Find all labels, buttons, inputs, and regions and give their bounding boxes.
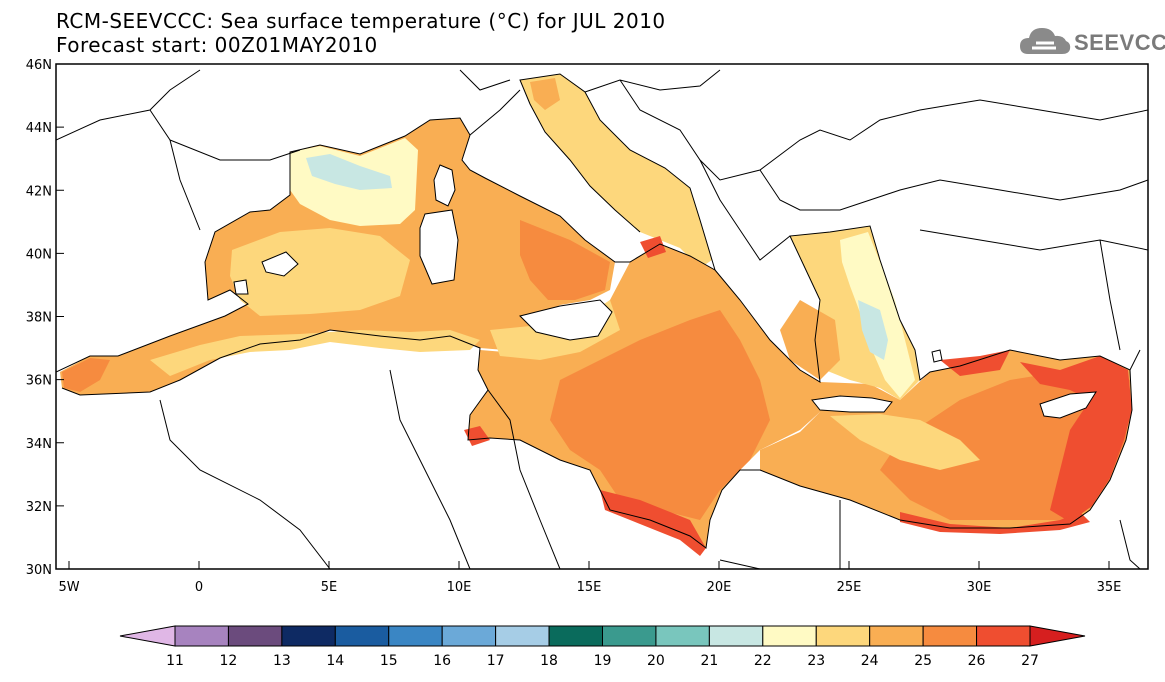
colorbar-level-label: 21: [700, 653, 718, 669]
lat-label: 46N: [26, 58, 52, 73]
colorbar-segment: [388, 625, 443, 647]
colorbar-segment: [762, 625, 817, 647]
cloud-icon: [1020, 28, 1071, 54]
colorbar-segment: [227, 625, 283, 647]
lon-label: 30E: [967, 580, 992, 595]
alboran-warm: [62, 358, 110, 392]
colorbar-segment: [922, 625, 978, 647]
lat-label: 36N: [26, 374, 52, 389]
colorbar-level-label: 15: [380, 653, 398, 669]
lat-label: 40N: [26, 247, 52, 262]
forecast-subtitle: Forecast start: 00Z01MAY2010: [56, 33, 378, 57]
lat-label: 34N: [26, 437, 52, 452]
island-cyprus: [1039, 391, 1097, 419]
islands: [233, 164, 1097, 419]
lon-label: 15E: [577, 580, 602, 595]
crete-south-24: [830, 414, 980, 470]
island-mallorca: [261, 251, 299, 277]
colorbar-segment: [708, 625, 764, 647]
colorbar-segment: [119, 625, 176, 647]
ionian-26: [550, 310, 770, 520]
island-sardinia: [419, 209, 459, 285]
colorbar-segment: [869, 625, 924, 647]
egypt-coast-27: [900, 512, 1090, 534]
colorbar-segment: [174, 625, 229, 647]
colorbar: 11 12 13 14 15 16 17 18 19 20 21 22 23 24 25 26 27: [119, 625, 1086, 669]
colorbar-level-label: 22: [754, 653, 772, 669]
colorbar-level-label: 27: [1021, 653, 1039, 669]
lon-label: 5E: [321, 580, 338, 595]
lon-label: 35E: [1097, 580, 1122, 595]
island-sicily: [519, 299, 613, 341]
logo-text: SEEVCCC: [1074, 30, 1165, 55]
lat-label: 42N: [26, 184, 52, 199]
colorbar-level-label: 14: [326, 653, 344, 669]
aegean-south-25: [780, 300, 840, 380]
colorbar-level-label: 17: [487, 653, 505, 669]
colorbar-segment: [1029, 625, 1086, 647]
colorbar-segment: [281, 625, 336, 647]
map-frame: [55, 63, 1149, 570]
colorbar-level-label: 19: [594, 653, 612, 669]
lat-label: 32N: [26, 500, 52, 515]
colorbar-segment: [655, 625, 710, 647]
colorbar-segment: [602, 625, 657, 647]
colorbar-level-label: 16: [433, 653, 451, 669]
sst-map: 46N 44N 42N 40N 38N 36N 34N 32N 30N 5W 0 5E 10E 15E 20…: [26, 58, 1149, 595]
colorbar-segment: [441, 625, 497, 647]
levantine-27: [1020, 356, 1132, 522]
lon-label: 25E: [837, 580, 862, 595]
tyrrhenian-warm: [520, 220, 610, 300]
colorbar-level-label: 18: [540, 653, 558, 669]
rhodes-27: [940, 350, 1010, 376]
seevccc-logo: SEEVCCC: [1018, 24, 1165, 60]
lon-label: 10E: [447, 580, 472, 595]
colorbar-segment: [815, 625, 871, 647]
lon-label: 0: [195, 580, 203, 595]
axis-ticks: [56, 64, 1110, 569]
balearic-24: [230, 228, 410, 316]
colorbar-level-label: 11: [166, 653, 184, 669]
lat-label: 30N: [26, 563, 52, 578]
adriatic-north-25: [530, 78, 560, 110]
gulf-of-lion-22: [306, 154, 392, 190]
colorbar-segment: [334, 625, 390, 647]
island-crete: [811, 395, 893, 413]
chart-title: RCM-SEEVCCC: Sea surface temperature (°C…: [56, 9, 666, 33]
lon-label: 5W: [58, 580, 79, 595]
colorbar-level-label: 20: [647, 653, 665, 669]
aegean-22: [858, 300, 888, 360]
coastlines: [56, 69, 1148, 569]
colorbar-level-label: 23: [807, 653, 825, 669]
lat-label: 44N: [26, 121, 52, 136]
libya-coast-27: [600, 490, 706, 556]
lat-label: 38N: [26, 311, 52, 326]
colorbar-level-label: 25: [914, 653, 932, 669]
island-ibiza: [233, 279, 249, 295]
colorbar-level-label: 26: [968, 653, 986, 669]
colorbar-level-label: 13: [273, 653, 291, 669]
island-corsica: [433, 164, 456, 207]
sea-adriatic: [520, 74, 712, 268]
algerian-coast-24: [150, 330, 480, 376]
colorbar-segment: [976, 625, 1031, 647]
lon-label: 20E: [707, 580, 732, 595]
island-rhodes: [931, 349, 943, 363]
colorbar-level-label: 24: [861, 653, 879, 669]
axis-labels: 46N 44N 42N 40N 38N 36N 34N 32N 30N 5W 0 5E 10E 15E 20…: [26, 58, 1122, 595]
colorbar-level-label: 12: [220, 653, 238, 669]
colorbar-segment: [495, 625, 550, 647]
colorbar-segment: [548, 625, 603, 647]
tunisia-coast-27: [464, 426, 490, 446]
